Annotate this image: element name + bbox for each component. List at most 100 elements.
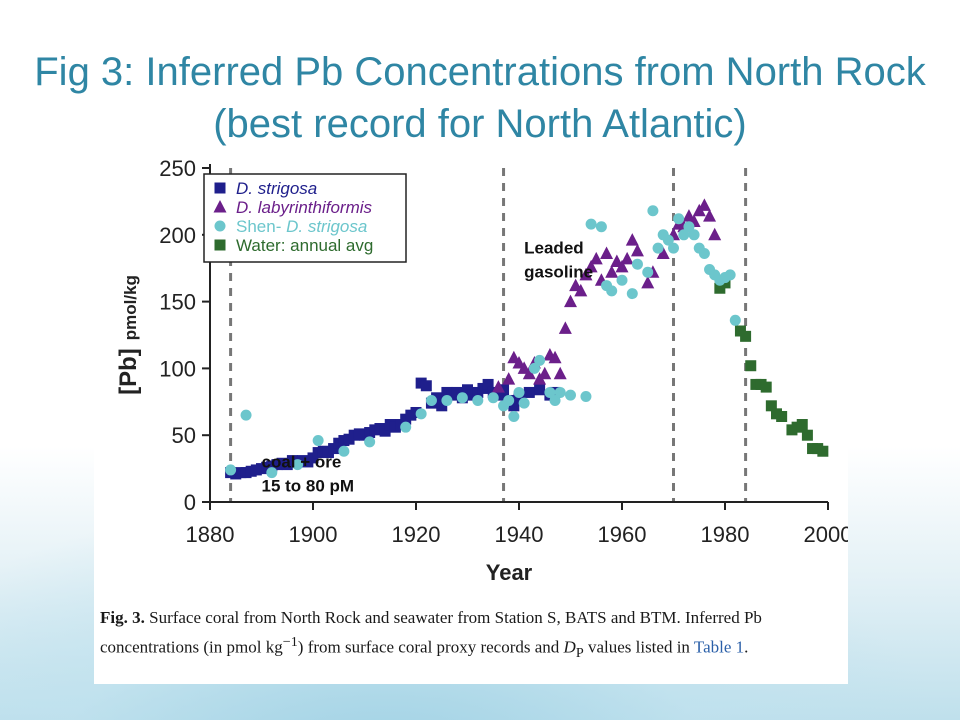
legend-label-2-species: D. strigosa [286,217,367,236]
point-water-annual-avg-10 [776,410,788,422]
point-shen-d-strigosa-32 [631,258,643,270]
legend-label-0: D. strigosa [236,179,317,198]
legend-marker-3 [214,239,226,251]
point-d-labyrinthiformis-17 [584,259,598,273]
point-shen-d-strigosa-2 [266,467,278,479]
point-d-labyrinthiformis-10 [548,350,562,364]
legend-marker-0 [214,182,226,194]
legend-box [203,173,407,263]
legend-label-2: Shen- D. strigosa [236,217,367,236]
legend-marker-1 [213,200,227,213]
x-tick-label-1980: 1980 [701,522,750,547]
y-tick-label-150: 150 [159,290,196,315]
point-d-strigosa-53 [498,384,510,396]
point-shen-d-strigosa-15 [503,394,515,406]
point-shen-d-strigosa-27 [595,221,607,233]
point-d-labyrinthiformis-27 [641,275,655,289]
point-water-annual-avg-8 [765,400,777,412]
point-shen-d-strigosa-10 [441,394,453,406]
table-1-link[interactable]: Table 1 [693,637,745,657]
point-water-annual-avg-4 [745,360,757,372]
point-shen-d-strigosa-1 [240,409,252,421]
point-shen-d-strigosa-31 [626,288,638,300]
point-d-labyrinthiformis-36 [697,198,711,211]
point-shen-d-strigosa-3 [292,459,304,471]
point-shen-d-strigosa-4 [312,435,324,447]
point-shen-d-strigosa-7 [400,421,412,433]
caption-text-1: Surface coral from North Rock and seawat… [100,608,762,657]
y-axis-label-main: [Pb] [115,348,142,395]
point-shen-d-strigosa-20 [534,354,546,366]
point-shen-d-strigosa-8 [415,408,427,420]
point-shen-d-strigosa-33 [642,266,654,278]
x-tick-label-1960: 1960 [598,522,647,547]
point-shen-d-strigosa-26 [585,218,597,230]
point-shen-d-strigosa-25 [580,390,592,402]
point-shen-d-strigosa-16 [508,410,520,422]
point-shen-d-strigosa-49 [724,269,736,281]
x-tick-label-1920: 1920 [392,522,441,547]
legend-label-2-prefix: Shen- [236,217,286,236]
point-d-strigosa-50 [482,378,494,390]
point-shen-d-strigosa-44 [698,248,710,260]
point-shen-d-strigosa-41 [683,221,695,233]
legend-label-3: Water: annual avg [236,236,373,255]
point-shen-d-strigosa-29 [606,285,618,297]
point-shen-d-strigosa-34 [647,205,659,217]
point-d-labyrinthiformis-16 [579,267,593,281]
point-d-labyrinthiformis-25 [625,233,639,246]
point-d-labyrinthiformis-24 [620,251,634,265]
point-shen-d-strigosa-17 [513,386,525,398]
point-shen-d-strigosa-30 [616,274,628,286]
legend-label-0-species: D. strigosa [236,179,317,198]
point-shen-d-strigosa-24 [565,389,576,401]
y-tick-label-250: 250 [159,156,196,181]
caption-superscript: −1 [282,634,298,650]
point-shen-d-strigosa-18 [518,397,530,409]
point-shen-d-strigosa-35 [652,242,664,254]
point-d-labyrinthiformis-37 [703,209,717,222]
point-shen-d-strigosa-42 [688,229,700,241]
point-shen-d-strigosa-21 [544,386,556,398]
point-water-annual-avg-14 [801,429,813,441]
point-shen-d-strigosa-6 [364,436,376,448]
caption-label: Fig. 3. [100,608,145,627]
point-water-annual-avg-7 [760,381,772,393]
caption-text-3: values listed in [583,637,694,657]
x-tick-label-2000: 2000 [804,522,848,547]
x-axis-label: Year [486,560,533,585]
point-d-labyrinthiformis-26 [630,243,644,257]
pb-concentration-chart: 0 50 100 150 200 250 1880 1900 1920 1940 1960 1980 2… [115,156,848,585]
point-shen-d-strigosa-0 [225,464,237,476]
caption-dp-sub: P [575,645,584,662]
point-shen-d-strigosa-38 [668,242,679,254]
point-d-strigosa-41 [436,400,448,412]
point-d-strigosa-55 [508,400,520,412]
caption-dp: D [563,637,576,657]
point-d-labyrinthiformis-12 [558,321,572,334]
point-d-labyrinthiformis-29 [656,246,670,260]
legend-marker-2 [214,220,226,232]
point-shen-d-strigosa-11 [456,392,468,404]
point-d-strigosa-58 [534,384,546,396]
point-d-labyrinthiformis-18 [589,251,603,265]
point-d-labyrinthiformis-1 [502,372,516,385]
annotation-0-line-0: Leaded [524,239,584,258]
y-tick-label-200: 200 [159,223,196,248]
y-tick-label-0: 0 [184,490,196,515]
annotation-1-line-0: coal + ore [262,452,342,471]
point-d-labyrinthiformis-15 [574,283,588,297]
y-tick-label-100: 100 [159,356,196,381]
point-shen-d-strigosa-50 [729,314,741,326]
point-water-annual-avg-3 [740,330,752,342]
point-shen-d-strigosa-12 [472,394,484,406]
point-water-annual-avg-13 [796,419,808,431]
point-shen-d-strigosa-39 [673,213,685,225]
caption-text-4: . [744,637,749,657]
annotation-1-line-1: 15 to 80 pM [262,476,355,495]
point-shen-d-strigosa-9 [425,394,437,406]
point-shen-d-strigosa-37 [662,234,674,246]
point-water-annual-avg-17 [817,445,829,457]
point-d-labyrinthiformis-13 [564,294,577,308]
point-d-strigosa-40 [431,392,443,404]
